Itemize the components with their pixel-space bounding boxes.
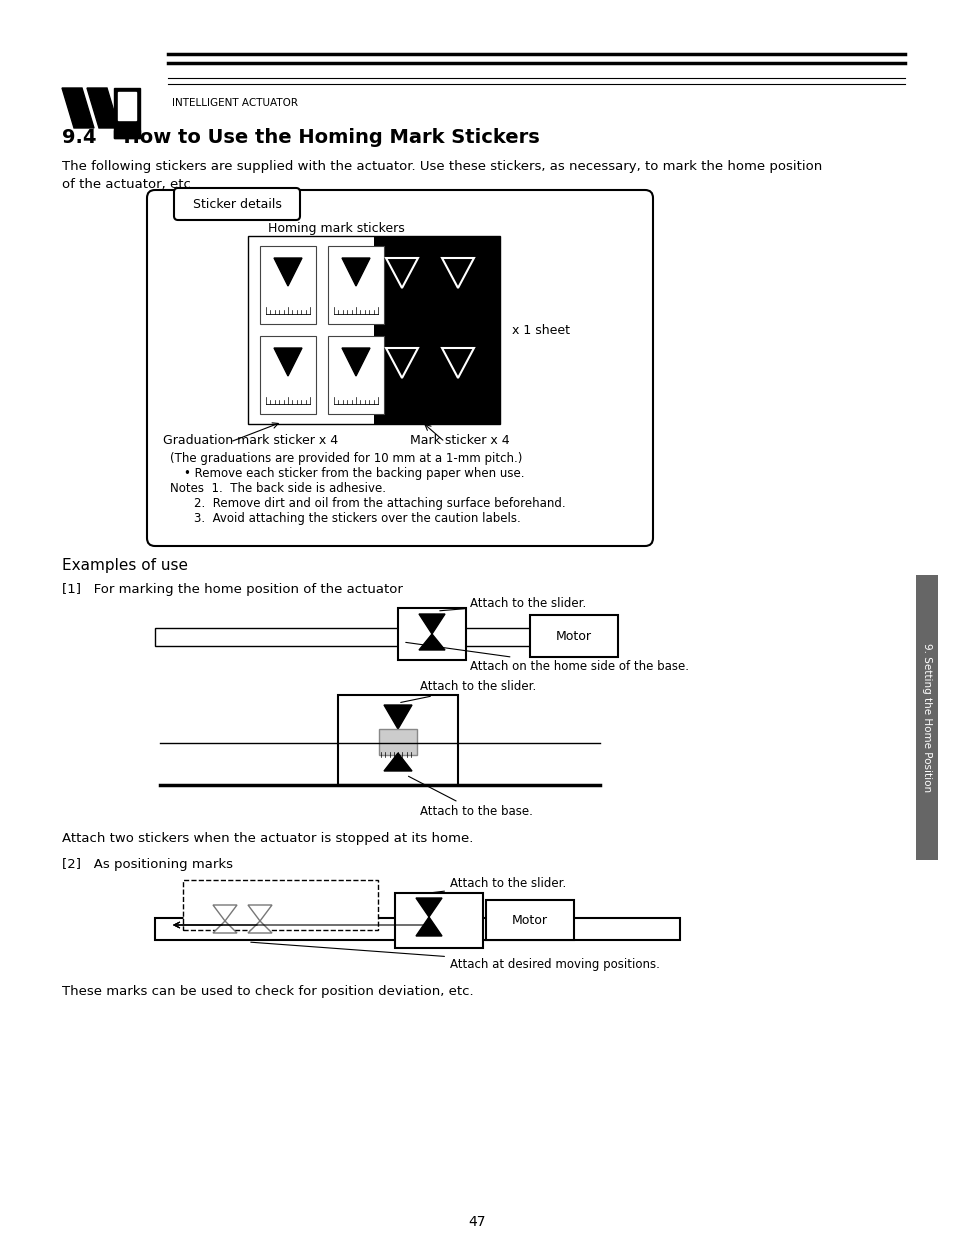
Polygon shape [213,921,236,932]
Polygon shape [113,130,140,138]
Text: 9.4    How to Use the Homing Mark Stickers: 9.4 How to Use the Homing Mark Stickers [62,128,539,147]
Text: [2]   As positioning marks: [2] As positioning marks [62,858,233,871]
Polygon shape [248,921,272,932]
Polygon shape [384,705,412,729]
Polygon shape [87,88,119,128]
Text: 9. Setting the Home Position: 9. Setting the Home Position [921,643,931,792]
Text: The following stickers are supplied with the actuator. Use these stickers, as ne: The following stickers are supplied with… [62,161,821,191]
Bar [260,336,315,414]
Bar [378,729,416,755]
Polygon shape [341,258,370,287]
Polygon shape [274,348,302,375]
Text: Graduation mark sticker x 4: Graduation mark sticker x 4 [163,433,337,447]
Bar [395,893,482,948]
Polygon shape [113,88,140,138]
Text: Sticker details: Sticker details [193,198,281,210]
Text: These marks can be used to check for position deviation, etc.: These marks can be used to check for pos… [62,986,473,998]
Text: Homing mark stickers: Homing mark stickers [268,222,404,235]
Text: Attach to the slider.: Attach to the slider. [400,680,536,703]
Text: Attach two stickers when the actuator is stopped at its home.: Attach two stickers when the actuator is… [62,832,473,845]
Text: (The graduations are provided for 10 mm at a 1-mm pitch.): (The graduations are provided for 10 mm … [170,452,522,466]
Bar [328,246,384,324]
Bar [154,918,679,940]
FancyBboxPatch shape [147,190,652,546]
Text: Notes  1.  The back side is adhesive.: Notes 1. The back side is adhesive. [170,482,386,495]
Polygon shape [418,614,444,634]
Text: Attach at desired moving positions.: Attach at desired moving positions. [251,942,659,971]
Text: x 1 sheet: x 1 sheet [512,324,569,336]
Polygon shape [118,91,136,120]
Polygon shape [418,634,444,650]
Bar [260,246,315,324]
Bar [530,615,618,657]
Polygon shape [213,905,236,921]
Polygon shape [416,898,441,918]
Bar [485,900,574,940]
Text: Motor: Motor [512,914,547,926]
Text: Mark sticker x 4: Mark sticker x 4 [410,433,509,447]
Polygon shape [341,348,370,375]
Text: Motor: Motor [556,630,592,642]
FancyBboxPatch shape [173,188,299,220]
Polygon shape [248,905,272,921]
Text: Attach to the slider.: Attach to the slider. [432,877,566,893]
Text: Attach to the slider.: Attach to the slider. [439,597,586,611]
Bar [374,236,499,424]
Bar [183,881,377,930]
Bar [154,629,530,646]
Text: [1]   For marking the home position of the actuator: [1] For marking the home position of the… [62,583,402,597]
Polygon shape [384,753,412,771]
Text: 47: 47 [468,1215,485,1229]
Polygon shape [62,88,94,128]
Bar [337,695,457,785]
Bar [328,336,384,414]
Polygon shape [416,918,441,936]
Text: Examples of use: Examples of use [62,558,188,573]
Text: 2.  Remove dirt and oil from the attaching surface beforehand.: 2. Remove dirt and oil from the attachin… [193,496,565,510]
Text: Attach on the home side of the base.: Attach on the home side of the base. [405,642,688,673]
Text: 3.  Avoid attaching the stickers over the caution labels.: 3. Avoid attaching the stickers over the… [193,513,520,525]
Text: • Remove each sticker from the backing paper when use.: • Remove each sticker from the backing p… [184,467,524,480]
Polygon shape [274,258,302,287]
Text: INTELLIGENT ACTUATOR: INTELLIGENT ACTUATOR [172,98,297,107]
Bar [397,608,465,659]
Bar [915,576,937,860]
Bar [248,236,499,424]
Text: Attach to the base.: Attach to the base. [408,777,533,818]
